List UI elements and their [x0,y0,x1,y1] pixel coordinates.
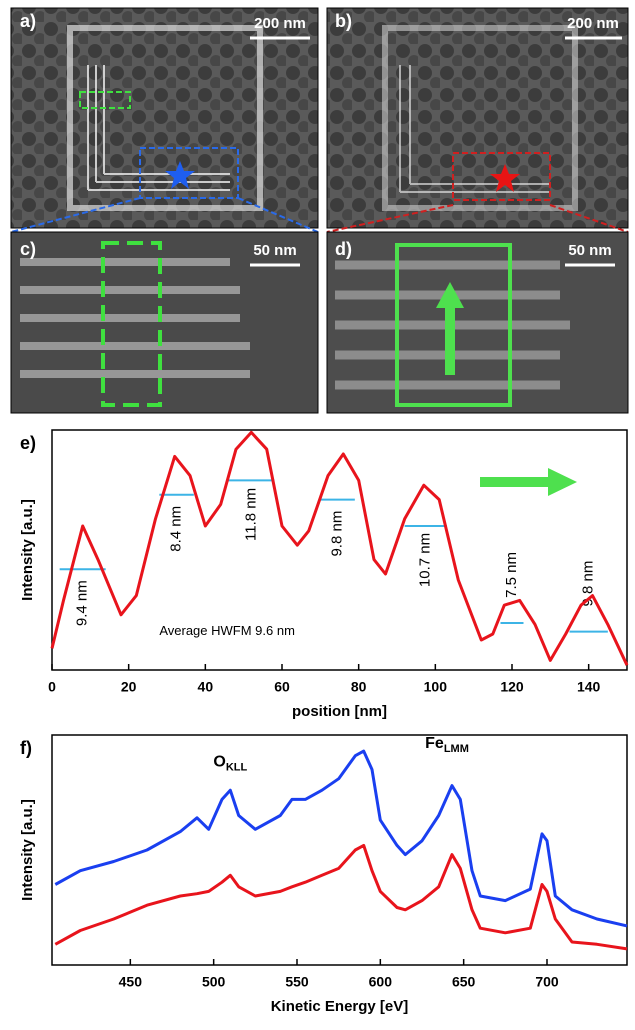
x-tick-label: 80 [351,679,367,695]
panel-label: e) [20,433,36,453]
fwhm-label: 7.5 nm [503,552,520,598]
x-axis-label: position [nm] [292,703,387,720]
x-tick-label: 40 [198,679,214,695]
panel-b: b) 200 nm [326,7,629,233]
x-axis-label: Kinetic Energy [eV] [271,998,409,1015]
x-tick-label: 120 [500,679,524,695]
element: O [213,754,225,771]
element: Fe [425,735,444,752]
transition: KLL [226,762,248,774]
panel-label: a) [20,11,36,31]
x-tick-label: 700 [535,974,559,990]
x-tick-label: 140 [577,679,601,695]
arrow-head [548,468,577,496]
fwhm-label: 10.7 nm [417,533,434,587]
x-tick-label: 650 [452,974,476,990]
panel-label: f) [20,738,32,758]
peak-label: FeLMM [425,735,469,755]
peak-label: OKLL [213,754,247,774]
annotation: Average HWFM 9.6 nm [159,623,295,638]
plot-frame [51,734,628,966]
scale-bar-label: 200 nm [254,15,306,32]
x-tick-label: 20 [121,679,137,695]
panel-c: c) 50 nm [10,231,319,414]
data-line [54,843,628,951]
scale-bar-label: 200 nm [567,15,619,32]
scale-bar-label: 50 nm [253,242,296,259]
scale-bar-label: 50 nm [568,242,611,259]
x-tick-label: 600 [369,974,393,990]
x-tick-label: 500 [202,974,226,990]
x-tick-label: 550 [285,974,309,990]
panel-label: d) [335,239,352,259]
panel-label: b) [335,11,352,31]
x-tick-label: 0 [48,679,56,695]
x-tick-label: 100 [424,679,448,695]
data-line [54,749,628,928]
x-tick-label: 450 [119,974,143,990]
panel-label: c) [20,239,36,259]
fwhm-label: 9.8 nm [329,511,346,557]
data-line [50,430,629,666]
y-axis-label: Intensity [a.u.] [19,799,36,901]
panel-a: a) 200 nm [10,7,319,233]
panel-d: d) 50 nm [326,231,629,414]
x-tick-label: 60 [274,679,290,695]
y-axis-label: Intensity [a.u.] [19,499,36,601]
fwhm-label: 8.4 nm [168,506,185,552]
fwhm-label: 11.8 nm [242,488,259,541]
plot-frame [51,429,628,671]
transition: LMM [444,743,469,755]
fwhm-label: 9.4 nm [74,580,91,626]
